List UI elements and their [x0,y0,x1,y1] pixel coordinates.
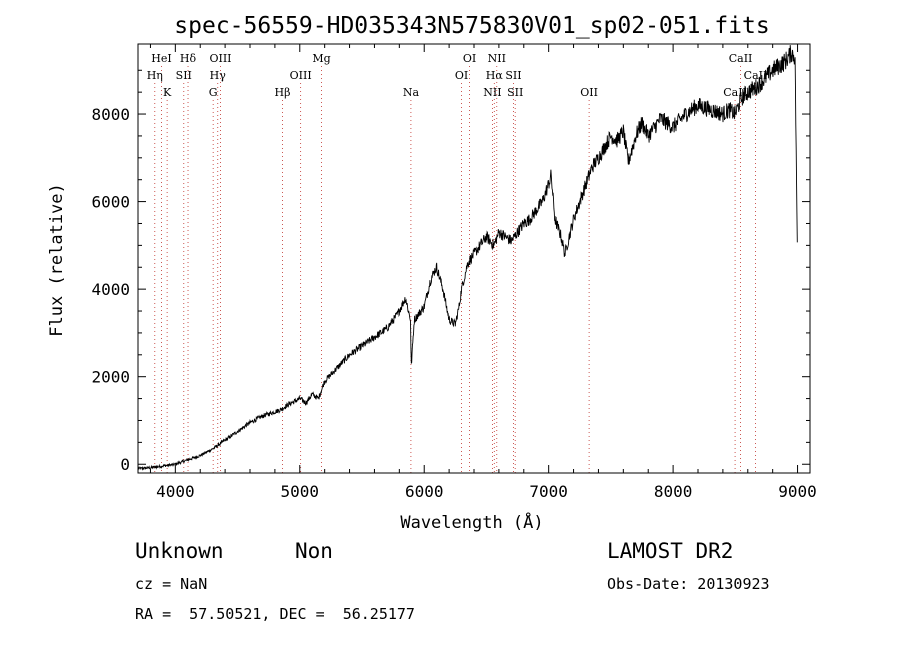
x-tick-label: 7000 [529,482,568,501]
y-tick-label: 8000 [91,105,130,124]
line-label: NII [483,86,501,99]
line-label: Hδ [180,52,197,65]
line-label: Hγ [210,69,227,82]
line-label: Na [403,86,420,99]
x-tick-label: 6000 [405,482,444,501]
y-tick-label: 2000 [91,368,130,387]
line-label: OIII [290,69,312,82]
line-label: G [209,86,218,99]
line-label: Hα [486,69,504,82]
line-label: CaII [729,52,753,65]
x-tick-label: 5000 [281,482,320,501]
line-label: K [163,86,172,99]
line-label: HeI [151,52,171,65]
line-label: SII [176,69,192,82]
line-label: Hβ [275,86,291,99]
survey-label: LAMOST DR2 [607,539,734,563]
y-tick-label: 4000 [91,280,130,299]
line-label: Mg [312,52,330,65]
chart-title: spec-56559-HD035343N575830V01_sp02-051.f… [174,13,769,39]
spectrum-line [137,45,798,471]
obs-date: Obs-Date: 20130923 [607,575,770,593]
line-label: OIII [209,52,231,65]
line-label: NII [488,52,506,65]
emission-line-markers [154,66,756,473]
line-label: SII [505,69,521,82]
line-label: Hη [147,69,163,82]
x-axis-label: Wavelength (Å) [400,511,543,533]
x-tick-label: 4000 [156,482,195,501]
y-tick-label: 0 [120,455,130,474]
line-label: SII [507,86,523,99]
axis-ticks: 4000 5000 6000 7000 8000 9000 0 2000 4000 6000 800… [91,44,817,501]
y-tick-label: 6000 [91,193,130,212]
cz-value: cz = NaN [135,575,208,593]
ra-dec: RA = 57.50521, DEC = 56.25177 [135,605,415,623]
line-label: OII [580,86,598,99]
emission-line-labels: HηHeIKSIIHδGHγOIIIHβOIIIMgNaOIOINIIHαNII… [147,52,768,99]
line-label: OI [463,52,476,65]
x-tick-label: 9000 [778,482,817,501]
y-axis-label: Flux (relative) [47,183,67,337]
line-label: OI [455,69,468,82]
class-label: Unknown [135,539,224,563]
x-tick-label: 8000 [654,482,693,501]
subclass-label: Non [295,539,333,563]
